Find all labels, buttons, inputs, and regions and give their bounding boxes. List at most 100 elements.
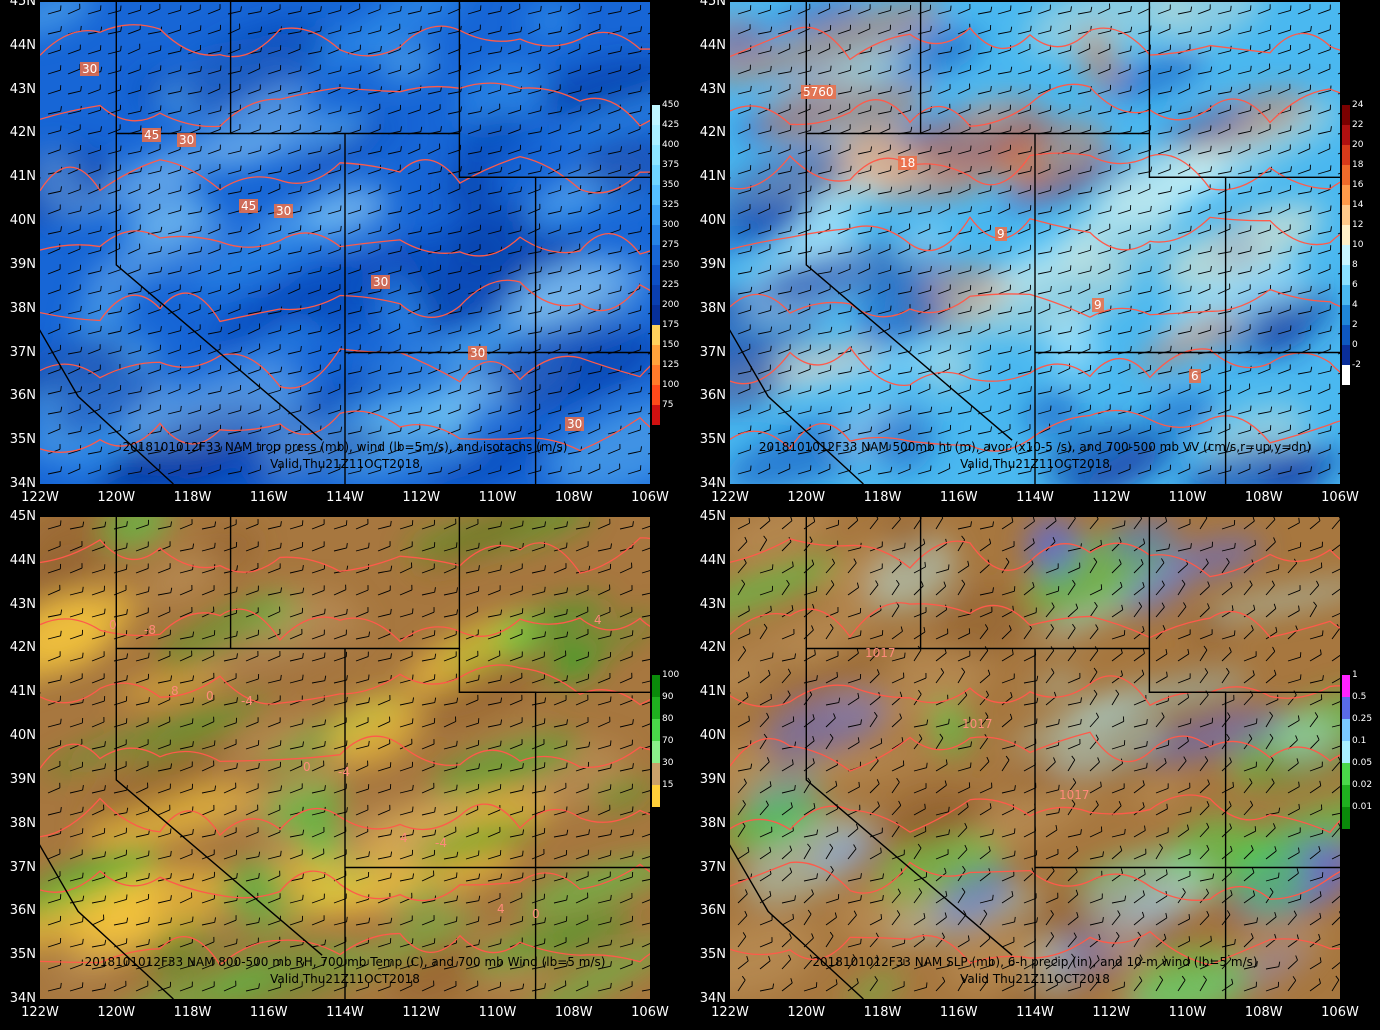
colorbar-label: 325	[662, 200, 680, 210]
caption-valid-time: Valid Thu21Z11OCT2018	[960, 457, 1110, 471]
colorbar-swatch	[1342, 325, 1350, 345]
contour-label: 0	[303, 760, 311, 774]
contour-label: 4	[497, 902, 505, 916]
lon-tick-label: 120W	[787, 1005, 826, 1020]
lon-tick-label: 106W	[1321, 1005, 1359, 1020]
panel-slp-precip: 1017 1017 1017 2018101012F33 NAM SLP (mb), …	[690, 509, 1380, 1030]
lon-tick-label: 112W	[1092, 1005, 1131, 1020]
colorbar-label: 300	[662, 220, 680, 230]
colorbar-label: 350	[662, 180, 680, 190]
lon-tick-label: 106W	[631, 490, 669, 505]
colorbar-swatch	[652, 365, 660, 385]
colorbar-swatch	[1342, 205, 1350, 225]
lon-tick-label: 114W	[326, 1005, 364, 1020]
colorbar-swatch	[1342, 763, 1350, 785]
colorbar-label: 225	[662, 280, 680, 290]
lon-tick-label: 116W	[939, 1005, 978, 1020]
lat-tick-label: 36N	[699, 903, 726, 919]
lat-tick-label: 41N	[699, 169, 726, 185]
colorbar-swatch	[652, 697, 660, 719]
colorbar-label: 175	[662, 320, 680, 330]
caption-title: 2018101012F33 NAM 800-500 mb RH, 700 mb …	[84, 955, 606, 969]
lat-tick-label: 38N	[9, 815, 36, 831]
colorbar-label: 0.05	[1352, 758, 1373, 768]
lat-tick-label: 39N	[699, 256, 726, 272]
state-borders	[40, 2, 650, 484]
colorbar-label: 24	[1352, 100, 1364, 110]
colorbar-label: 30	[662, 758, 674, 768]
state-borders	[730, 517, 1340, 999]
colorbar-swatch	[1342, 145, 1350, 165]
lat-tick-label: 44N	[699, 552, 726, 568]
colorbar-swatch	[1342, 807, 1350, 829]
map-canvas: 30 30 30 30 30 30 45 45 2018101012F33 NAM trop p…	[40, 2, 650, 484]
lat-tick-label: 36N	[699, 388, 726, 404]
colorbar-swatch	[1342, 697, 1350, 719]
colorbar-swatch	[652, 741, 660, 763]
colorbar-label: 100	[662, 670, 680, 680]
caption-title: 2018101012F33 NAM trop press (mb), wind …	[122, 440, 568, 454]
contour-label: 4	[594, 613, 602, 627]
colorbar-label: 425	[662, 120, 680, 130]
colorbar-swatch	[1342, 105, 1350, 125]
colorbar-swatch	[1342, 185, 1350, 205]
lat-tick-label: 42N	[699, 125, 726, 141]
lon-tick-label: 114W	[326, 490, 364, 505]
colorbar-label: 375	[662, 160, 680, 170]
lon-tick-label: 116W	[249, 490, 288, 505]
colorbar-label: 250	[662, 260, 680, 270]
panel-500mb-vorticity: 5760 18 9 9 6 2018101012F33 NAM 500mb ht (m),…	[690, 0, 1380, 515]
lon-tick-label: 122W	[21, 490, 59, 505]
lat-tick-label: 42N	[9, 125, 36, 141]
colorbar-swatch	[1342, 165, 1350, 185]
colorbar-label: 150	[662, 340, 680, 350]
map-canvas: 1017 1017 1017 2018101012F33 NAM SLP (mb), …	[730, 517, 1340, 999]
colorbar-swatch	[1342, 305, 1350, 325]
caption-valid-time: Valid Thu21Z11OCT2018	[960, 972, 1110, 986]
lat-tick-label: 43N	[699, 596, 726, 612]
lat-tick-label: 35N	[9, 947, 36, 963]
wind-barbs	[737, 3, 1340, 475]
colorbar-swatch	[652, 385, 660, 405]
panel-tropopause: 30 30 30 30 30 30 45 45 2018101012F33 NAM trop p…	[0, 0, 690, 515]
colorbar-label: 0.1	[1352, 736, 1367, 746]
colorbar-swatch	[1342, 785, 1350, 807]
lon-tick-label: 110W	[1168, 1005, 1207, 1020]
lat-tick-label: 38N	[699, 300, 726, 316]
colorbar-label: 100	[662, 380, 680, 390]
colorbar-swatch	[1342, 345, 1350, 365]
colorbar-label: 1	[1352, 670, 1358, 680]
colorbar-swatch	[1342, 265, 1350, 285]
contour-lines	[40, 537, 650, 966]
contour-label: 1017	[865, 646, 896, 660]
colorbar-label: 16	[1352, 180, 1364, 190]
colorbar-swatch	[652, 185, 660, 205]
colorbar-label: 14	[1352, 200, 1364, 210]
colorbar-label: 275	[662, 240, 680, 250]
colorbar-label: 80	[662, 714, 674, 724]
lon-tick-label: 122W	[21, 1005, 59, 1020]
caption-valid-time: Valid Thu21Z11OCT2018	[270, 972, 420, 986]
colorbar-label: 200	[662, 300, 680, 310]
contour-label: 45	[142, 128, 162, 142]
lon-tick-label: 118W	[863, 490, 902, 505]
contour-lines	[40, 24, 650, 453]
shaded-field	[730, 517, 1340, 999]
contour-label: 18	[898, 156, 918, 170]
lon-tick-label: 106W	[1321, 490, 1359, 505]
contour-label: 30	[371, 275, 391, 289]
colorbar-swatch	[652, 245, 660, 265]
colorbar-swatch	[652, 165, 660, 185]
lat-tick-label: 35N	[9, 432, 36, 448]
lat-tick-label: 35N	[699, 432, 726, 448]
contour-label: 30	[468, 346, 488, 360]
lat-tick-label: 45N	[9, 0, 36, 9]
lat-tick-label: 37N	[699, 859, 726, 875]
contour-lines	[730, 538, 1340, 966]
map-canvas: -8 -4 -4 -4 0 0 0 0 4 4 4 8 2018101012F33 NAM 800-50…	[40, 517, 650, 999]
contour-label: 1017	[962, 717, 993, 731]
lat-tick-label: 38N	[9, 300, 36, 316]
contour-label: 8	[171, 684, 179, 698]
panel-rh-700mb: -8 -4 -4 -4 0 0 0 0 4 4 4 8 2018101012F33 NAM 800-50…	[0, 509, 690, 1030]
lon-tick-label: 108W	[1244, 1005, 1283, 1020]
